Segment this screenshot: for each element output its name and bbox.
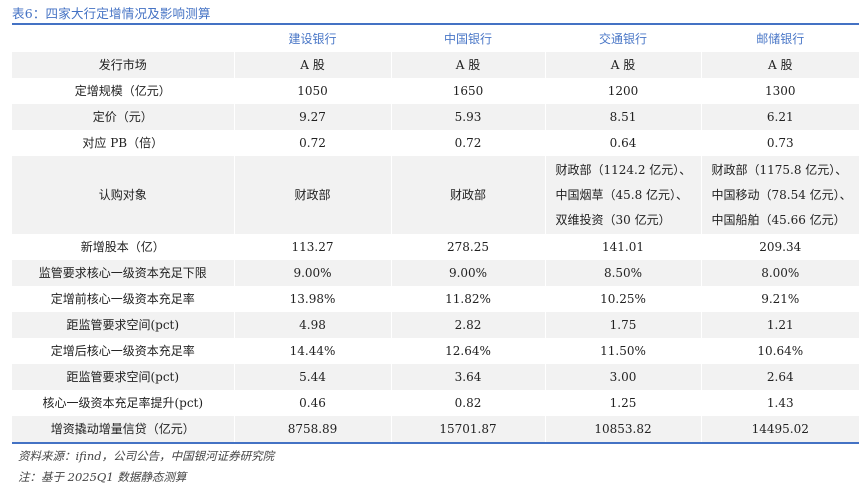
table-row: 新增股本（亿） 113.27 278.25 141.01 209.34 <box>12 234 859 260</box>
table-cell: 9.00% <box>390 260 545 286</box>
table-row: 定增后核心一级资本充足率 14.44% 12.64% 11.50% 10.64% <box>12 338 859 364</box>
table-cell: 113.27 <box>233 234 391 260</box>
table-row: 核心一级资本充足率提升(pct) 0.46 0.82 1.25 1.43 <box>12 390 859 416</box>
table-row: 增资撬动增量信贷（亿元） 8758.89 15701.87 10853.82 14495… <box>12 416 859 443</box>
table-cell: 11.82% <box>390 286 545 312</box>
row-label: 定增规模（亿元） <box>12 78 234 104</box>
table-cell: 财政部 <box>390 156 545 234</box>
row-label: 核心一级资本充足率提升(pct) <box>12 390 234 416</box>
footnote: 注：基于 2025Q1 数据静态测算 <box>18 470 187 484</box>
row-label: 距监管要求空间(pct) <box>12 312 234 338</box>
cell-line: 中国船舶（45.66 亿元） <box>711 212 846 227</box>
table-row: 认购对象 财政部 财政部 财政部（1124.2 亿元）、 中国烟草（45.8 亿元）、双… <box>12 156 859 234</box>
table-cell: 3.64 <box>390 364 545 390</box>
table-cell: 0.46 <box>233 390 391 416</box>
row-label: 定价（元） <box>12 104 234 130</box>
table-cell: 1.21 <box>700 312 859 338</box>
table-cell: 2.82 <box>390 312 545 338</box>
table-cell: 5.44 <box>233 364 391 390</box>
table-cell: 278.25 <box>390 234 545 260</box>
row-label: 距监管要求空间(pct) <box>12 364 234 390</box>
table-cell: 0.72 <box>233 130 391 156</box>
table-cell: A 股 <box>233 52 391 78</box>
table-row: 对应 PB（倍） 0.72 0.72 0.64 0.73 <box>12 130 859 156</box>
cell-line: 中国烟草（45.8 亿元）、 <box>555 187 689 202</box>
table-cell: 4.98 <box>233 312 391 338</box>
table-cell: 0.72 <box>390 130 545 156</box>
table-cell: 9.00% <box>233 260 391 286</box>
row-label: 发行市场 <box>12 52 234 78</box>
table-cell: 3.00 <box>544 364 701 390</box>
cell-line: 财政部（1175.8 亿元）、 <box>711 162 848 177</box>
cell-line: 双维投资（30 亿元） <box>555 212 671 227</box>
row-label: 定增后核心一级资本充足率 <box>12 338 234 364</box>
table-cell: 2.64 <box>700 364 859 390</box>
table-row: 定价（元） 9.27 5.93 8.51 6.21 <box>12 104 859 130</box>
header-corner <box>12 24 234 52</box>
table-row: 距监管要求空间(pct) 5.44 3.64 3.00 2.64 <box>12 364 859 390</box>
table-cell: 8758.89 <box>233 416 391 443</box>
table-cell: A 股 <box>544 52 701 78</box>
table-cell: 9.21% <box>700 286 859 312</box>
table-cell: 209.34 <box>700 234 859 260</box>
table-cell: 1.25 <box>544 390 701 416</box>
row-label: 对应 PB（倍） <box>12 130 234 156</box>
table-row: 距监管要求空间(pct) 4.98 2.82 1.75 1.21 <box>12 312 859 338</box>
row-label: 认购对象 <box>12 156 234 234</box>
column-header: 交通银行 <box>544 24 701 52</box>
table-cell: 财政部（1175.8 亿元）、 中国移动（78.54 亿元）、 中国船舶（45.66… <box>700 156 859 234</box>
column-header: 中国银行 <box>390 24 545 52</box>
table-title: 表6：四家大行定增情况及影响测算 <box>12 6 211 21</box>
table-cell: 财政部 <box>233 156 391 234</box>
table-cell: A 股 <box>390 52 545 78</box>
table-cell: 0.82 <box>390 390 545 416</box>
table-cell: 1650 <box>390 78 545 104</box>
table-cell: 11.50% <box>544 338 701 364</box>
row-label: 定增前核心一级资本充足率 <box>12 286 234 312</box>
table-row: 定增前核心一级资本充足率 13.98% 11.82% 10.25% 9.21% <box>12 286 859 312</box>
cell-line: 中国移动（78.54 亿元）、 <box>711 187 852 202</box>
table-cell: 8.00% <box>700 260 859 286</box>
row-label: 增资撬动增量信贷（亿元） <box>12 416 234 443</box>
column-header: 邮储银行 <box>700 24 859 52</box>
column-header: 建设银行 <box>233 24 391 52</box>
table-cell: 14.44% <box>233 338 391 364</box>
table-cell: 1200 <box>544 78 701 104</box>
table-cell: 15701.87 <box>390 416 545 443</box>
table-cell: 13.98% <box>233 286 391 312</box>
table-cell: 5.93 <box>390 104 545 130</box>
table-cell: 1.43 <box>700 390 859 416</box>
table-cell: 0.73 <box>700 130 859 156</box>
cell-line: 财政部（1124.2 亿元）、 <box>555 162 692 177</box>
table-cell: 141.01 <box>544 234 701 260</box>
table-cell: 1.75 <box>544 312 701 338</box>
table-row: 监管要求核心一级资本充足下限 9.00% 9.00% 8.50% 8.00% <box>12 260 859 286</box>
table-cell: 9.27 <box>233 104 391 130</box>
source-note: 资料来源：ifind，公司公告，中国银河证券研究院 <box>18 449 275 463</box>
table-cell: 10853.82 <box>544 416 701 443</box>
table-cell: 8.50% <box>544 260 701 286</box>
table-cell: 6.21 <box>700 104 859 130</box>
table-cell: 12.64% <box>390 338 545 364</box>
table-cell: 14495.02 <box>700 416 859 443</box>
table-header-row: 建设银行 中国银行 交通银行 邮储银行 <box>12 24 859 52</box>
table-cell: 财政部（1124.2 亿元）、 中国烟草（45.8 亿元）、 双维投资（30 亿元） <box>544 156 701 234</box>
table-cell: 10.64% <box>700 338 859 364</box>
table-cell: A 股 <box>700 52 859 78</box>
row-label: 监管要求核心一级资本充足下限 <box>12 260 234 286</box>
table-cell: 10.25% <box>544 286 701 312</box>
row-label: 新增股本（亿） <box>12 234 234 260</box>
table-cell: 0.64 <box>544 130 701 156</box>
table-cell: 1300 <box>700 78 859 104</box>
table-cell: 1050 <box>233 78 391 104</box>
table-cell: 8.51 <box>544 104 701 130</box>
table-row: 定增规模（亿元） 1050 1650 1200 1300 <box>12 78 859 104</box>
